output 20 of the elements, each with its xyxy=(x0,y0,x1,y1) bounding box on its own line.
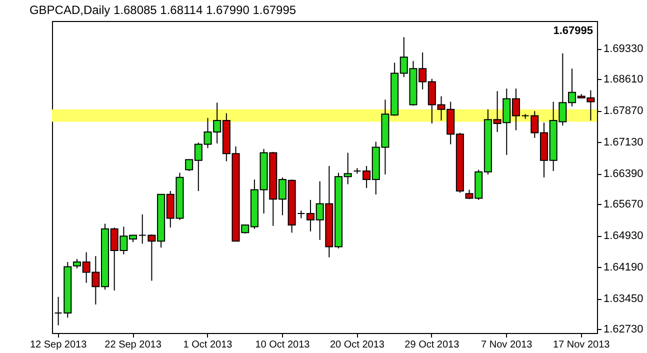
x-tick-label: 20 Oct 2013 xyxy=(330,340,385,350)
y-tick-label: 1.64930 xyxy=(604,230,644,242)
x-tick-label: 12 Sep 2013 xyxy=(30,340,88,350)
y-tick-label: 1.68610 xyxy=(604,74,644,86)
x-tick-label: 22 Sep 2013 xyxy=(104,340,162,350)
y-tick-label: 1.69330 xyxy=(604,43,644,56)
y-tick-label: 1.67870 xyxy=(604,105,644,118)
y-tick-label: 1.62730 xyxy=(604,324,644,336)
x-tick-label: 7 Nov 2013 xyxy=(481,340,533,350)
x-tick-label: 29 Oct 2013 xyxy=(404,340,460,350)
y-tick-label: 1.63450 xyxy=(604,293,644,306)
x-tick-label: 1 Oct 2013 xyxy=(183,340,233,350)
y-tick-label: 1.67130 xyxy=(604,136,644,149)
y-tick-label: 1.64190 xyxy=(604,262,644,274)
annotation: 1.67995 xyxy=(553,25,593,37)
chart-title: GBPCAD,Daily 1.68085 1.68114 1.67990 1.67995 xyxy=(29,3,296,17)
x-tick-label: 17 Nov 2013 xyxy=(552,340,610,350)
y-tick-label: 1.65670 xyxy=(604,198,644,211)
y-tick-label: 1.66390 xyxy=(604,168,644,180)
x-tick-label: 10 Oct 2013 xyxy=(255,340,310,350)
